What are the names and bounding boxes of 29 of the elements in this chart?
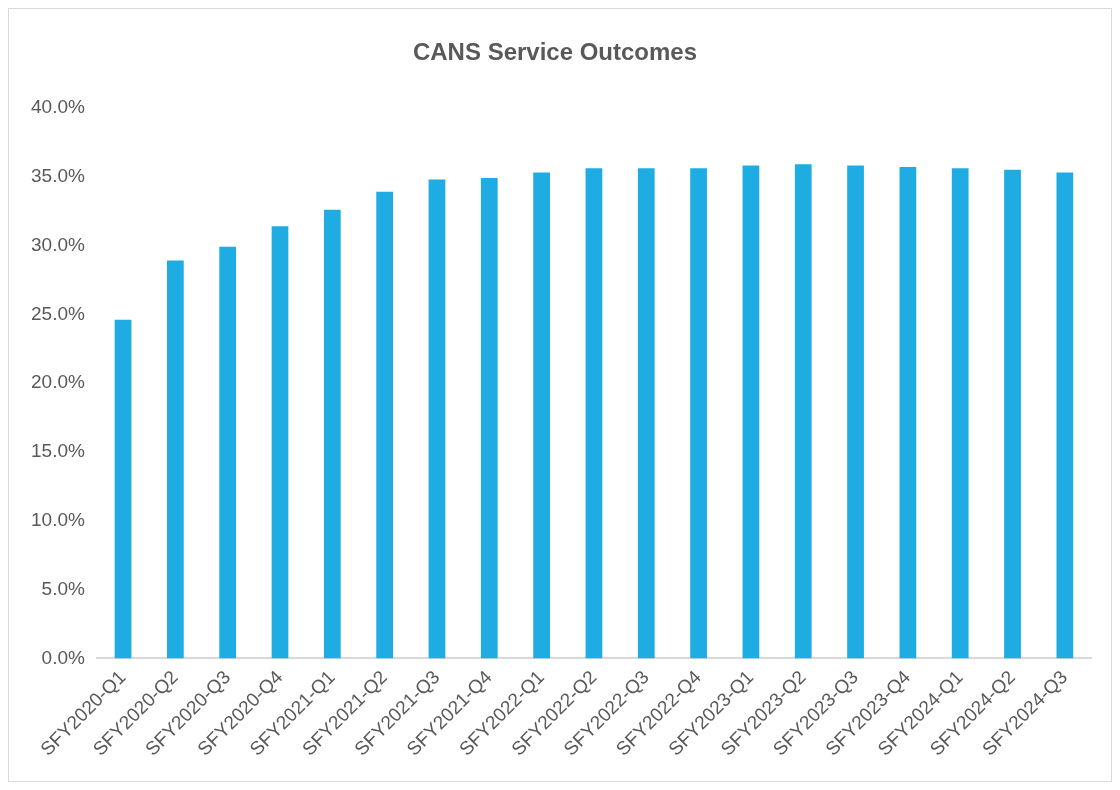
- bar: [219, 246, 237, 659]
- bar: [637, 168, 655, 659]
- bar: [847, 165, 864, 659]
- y-tick-label: 40.0%: [31, 96, 85, 118]
- bar: [114, 319, 132, 659]
- bar: [899, 167, 917, 659]
- bar: [690, 168, 707, 659]
- y-tick-label: 10.0%: [31, 509, 85, 531]
- bar: [794, 164, 812, 659]
- y-tick-label: 0.0%: [41, 646, 85, 668]
- bar: [533, 172, 550, 659]
- bar: [1004, 169, 1021, 659]
- bar: [585, 168, 603, 659]
- bar: [480, 178, 498, 659]
- y-tick-label: 20.0%: [31, 371, 85, 393]
- chart-title: CANS Service Outcomes: [412, 38, 698, 66]
- bar: [271, 226, 289, 659]
- y-tick-label: 25.0%: [31, 302, 85, 324]
- bar: [376, 191, 394, 659]
- y-tick-label: 15.0%: [31, 440, 85, 462]
- y-tick-label: 30.0%: [31, 233, 85, 255]
- y-tick-label: 35.0%: [31, 164, 85, 186]
- bar: [323, 209, 341, 659]
- bar: [428, 179, 446, 659]
- bar: [1056, 172, 1074, 659]
- y-tick-label: 5.0%: [41, 577, 85, 599]
- bar: [951, 168, 969, 659]
- bar: [166, 260, 184, 659]
- bar: [742, 165, 760, 659]
